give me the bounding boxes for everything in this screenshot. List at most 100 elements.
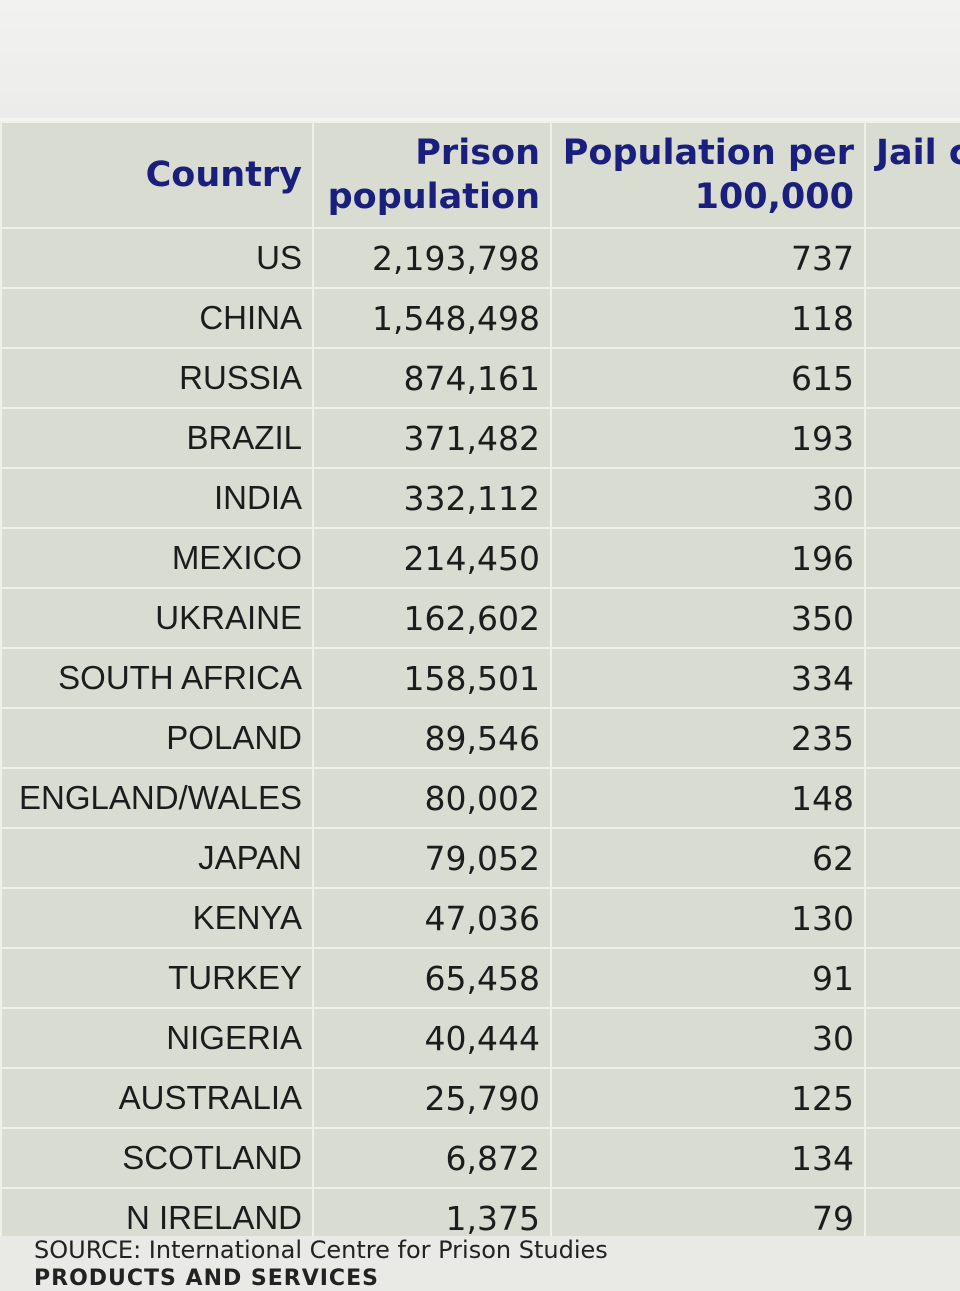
table-row: UKRAINE 162,602 350 — [0, 587, 960, 649]
rate-per-100000-cell: 125 — [550, 1067, 866, 1129]
prison-population-cell: 332,112 — [312, 467, 552, 529]
prison-population-column-header: Prison population — [312, 121, 552, 229]
country-cell: NIGERIA — [0, 1007, 314, 1069]
jail-cell — [864, 527, 960, 589]
country-cell: INDIA — [0, 467, 314, 529]
rate-per-100000-cell: 737 — [550, 227, 866, 289]
jail-cell — [864, 647, 960, 709]
prison-population-cell: 371,482 — [312, 407, 552, 469]
prison-population-cell: 65,458 — [312, 947, 552, 1009]
table-row: SOUTH AFRICA 158,501 334 — [0, 647, 960, 709]
rate-column-header: Population per 100,000 — [550, 121, 866, 229]
country-header-label: Country — [145, 155, 302, 195]
country-cell: US — [0, 227, 314, 289]
prison-population-cell: 2,193,798 — [312, 227, 552, 289]
jail-cell — [864, 767, 960, 829]
rate-per-100000-cell: 134 — [550, 1127, 866, 1189]
table-row: ENGLAND/WALES 80,002 148 — [0, 767, 960, 829]
table-container: Country Prison population Population per… — [0, 118, 960, 1236]
country-cell: RUSSIA — [0, 347, 314, 409]
jail-cell — [864, 887, 960, 949]
jail-cell — [864, 827, 960, 889]
page-top-margin — [0, 0, 960, 118]
products-services-heading: PRODUCTS AND SERVICES — [34, 1266, 379, 1291]
prison-population-cell: 40,444 — [312, 1007, 552, 1069]
table-row: INDIA 332,112 30 — [0, 467, 960, 529]
table-row: N IRELAND 1,375 79 — [0, 1187, 960, 1236]
country-cell: MEXICO — [0, 527, 314, 589]
jail-header-label: Jail c — [876, 133, 960, 173]
country-cell: JAPAN — [0, 827, 314, 889]
jail-cell — [864, 947, 960, 1009]
rate-per-100000-cell: 118 — [550, 287, 866, 349]
rate-per-100000-cell: 196 — [550, 527, 866, 589]
prison-population-cell: 214,450 — [312, 527, 552, 589]
rate-per-100000-cell: 130 — [550, 887, 866, 949]
table-row: NIGERIA 40,444 30 — [0, 1007, 960, 1069]
rate-per-100000-cell: 79 — [550, 1187, 866, 1236]
jail-cell — [864, 227, 960, 289]
source-note: SOURCE: International Centre for Prison … — [34, 1236, 608, 1264]
rate-per-100000-cell: 334 — [550, 647, 866, 709]
table-row: MEXICO 214,450 196 — [0, 527, 960, 589]
table-row: US 2,193,798 737 — [0, 227, 960, 289]
prison-header-line1: Prison — [415, 133, 540, 173]
jail-column-header: Jail c — [864, 121, 960, 229]
country-cell: SOUTH AFRICA — [0, 647, 314, 709]
jail-cell — [864, 1007, 960, 1069]
table-row: AUSTRALIA 25,790 125 — [0, 1067, 960, 1129]
prison-population-cell: 1,375 — [312, 1187, 552, 1236]
rate-per-100000-cell: 30 — [550, 1007, 866, 1069]
jail-cell — [864, 347, 960, 409]
prison-population-table: Country Prison population Population per… — [0, 121, 960, 1236]
prison-population-cell: 6,872 — [312, 1127, 552, 1189]
rate-per-100000-cell: 235 — [550, 707, 866, 769]
header-row: Country Prison population Population per… — [0, 121, 960, 229]
country-column-header: Country — [0, 121, 314, 229]
rate-per-100000-cell: 148 — [550, 767, 866, 829]
rate-per-100000-cell: 350 — [550, 587, 866, 649]
prison-population-cell: 1,548,498 — [312, 287, 552, 349]
table-row: POLAND 89,546 235 — [0, 707, 960, 769]
prison-population-cell: 158,501 — [312, 647, 552, 709]
rate-per-100000-cell: 62 — [550, 827, 866, 889]
prison-population-cell: 25,790 — [312, 1067, 552, 1129]
country-cell: BRAZIL — [0, 407, 314, 469]
country-cell: CHINA — [0, 287, 314, 349]
jail-cell — [864, 1067, 960, 1129]
table-row: TURKEY 65,458 91 — [0, 947, 960, 1009]
table-row: BRAZIL 371,482 193 — [0, 407, 960, 469]
rate-header-line1: Population per — [562, 133, 854, 173]
rate-header-line2: 100,000 — [694, 177, 854, 217]
country-cell: SCOTLAND — [0, 1127, 314, 1189]
prison-population-cell: 89,546 — [312, 707, 552, 769]
country-cell: UKRAINE — [0, 587, 314, 649]
prison-population-cell: 47,036 — [312, 887, 552, 949]
rate-per-100000-cell: 30 — [550, 467, 866, 529]
rate-per-100000-cell: 615 — [550, 347, 866, 409]
jail-cell — [864, 1187, 960, 1236]
country-cell: N IRELAND — [0, 1187, 314, 1236]
jail-cell — [864, 707, 960, 769]
prison-population-cell: 162,602 — [312, 587, 552, 649]
rate-per-100000-cell: 193 — [550, 407, 866, 469]
rate-per-100000-cell: 91 — [550, 947, 866, 1009]
jail-cell — [864, 587, 960, 649]
table-row: JAPAN 79,052 62 — [0, 827, 960, 889]
jail-cell — [864, 1127, 960, 1189]
table-row: CHINA 1,548,498 118 — [0, 287, 960, 349]
table-row: RUSSIA 874,161 615 — [0, 347, 960, 409]
table-row: KENYA 47,036 130 — [0, 887, 960, 949]
country-cell: KENYA — [0, 887, 314, 949]
prison-population-cell: 80,002 — [312, 767, 552, 829]
table-row: SCOTLAND 6,872 134 — [0, 1127, 960, 1189]
country-cell: POLAND — [0, 707, 314, 769]
prison-population-cell: 79,052 — [312, 827, 552, 889]
jail-cell — [864, 407, 960, 469]
table-header: Country Prison population Population per… — [0, 121, 960, 229]
jail-cell — [864, 287, 960, 349]
country-cell: AUSTRALIA — [0, 1067, 314, 1129]
table-body: US 2,193,798 737 CHINA 1,548,498 118 RUSSIA 874… — [0, 227, 960, 1236]
country-cell: TURKEY — [0, 947, 314, 1009]
prison-population-cell: 874,161 — [312, 347, 552, 409]
